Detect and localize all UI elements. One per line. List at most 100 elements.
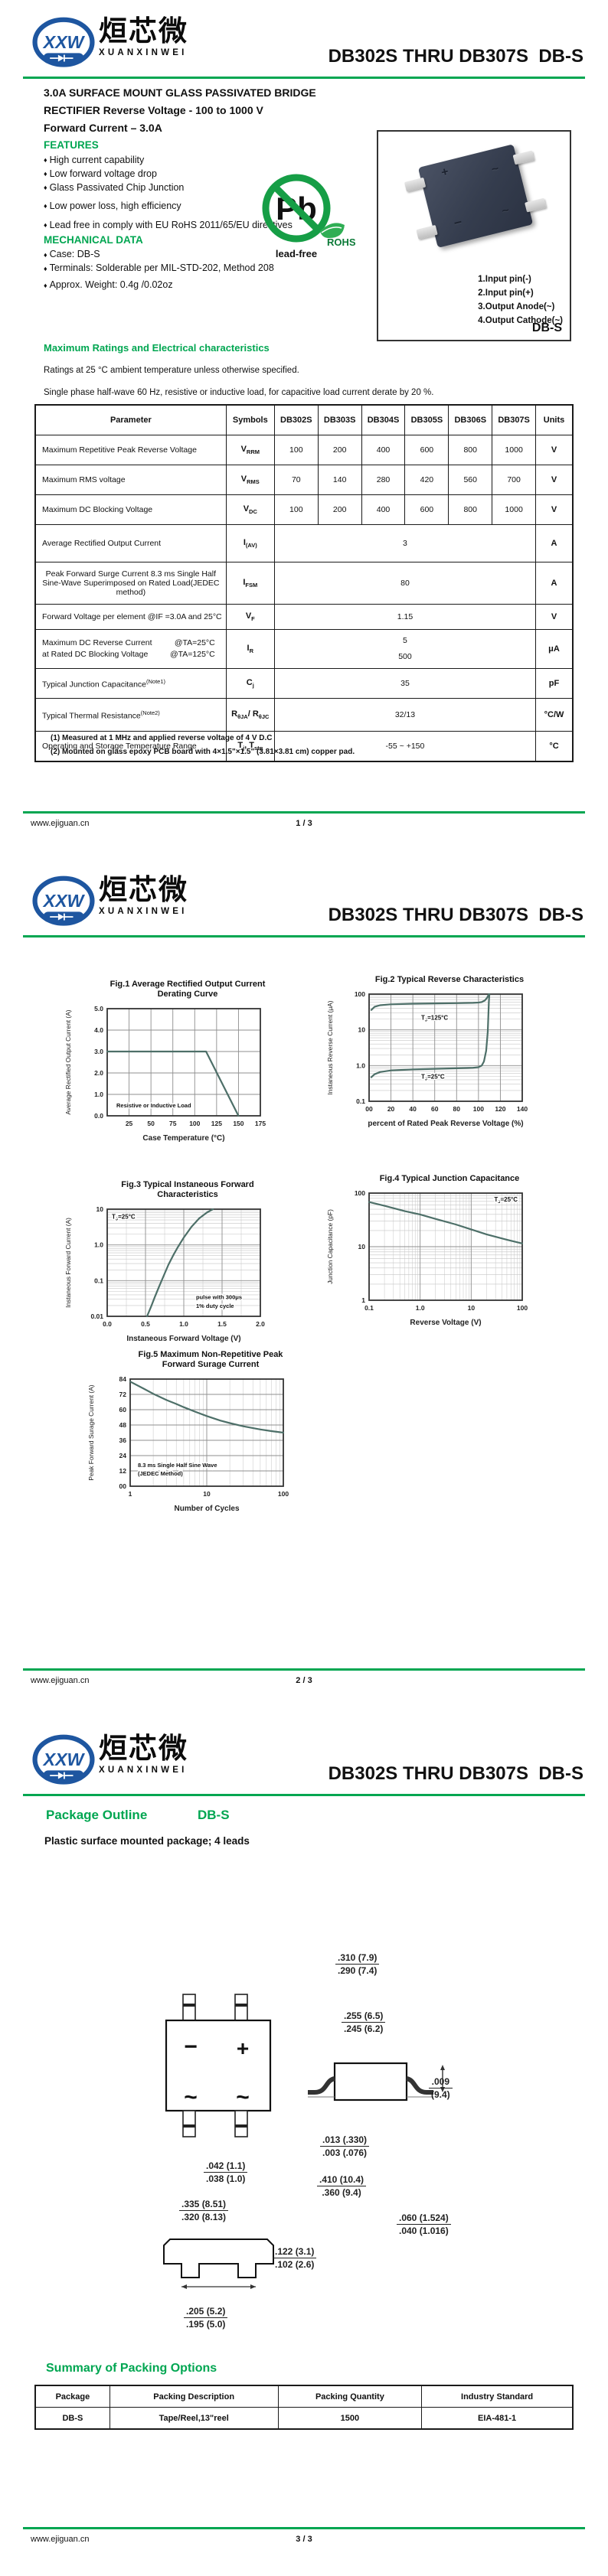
ratings-heading: Maximum Ratings and Electrical character… — [44, 342, 270, 354]
fig4-plot: 0.1 1.0 10 100 1 10 100 Reverse Voltage (V) Junc… — [326, 1189, 528, 1327]
svg-text:100: 100 — [355, 990, 365, 998]
package-outline-subtitle: Plastic surface mounted package; 4 leads — [44, 1835, 250, 1847]
rating-symbol: IR — [225, 629, 275, 669]
dimension-d4: .410 (10.4) .360 (9.4) — [317, 2173, 367, 2199]
website-url: www.ejiguan.cn — [31, 2535, 90, 2544]
dimension-mm: .195 (5.0) — [186, 2319, 226, 2330]
figure-title: Fig.1 Average Rectified Output Current De… — [110, 980, 266, 999]
svg-text:20: 20 — [387, 1105, 395, 1113]
headline-line: RECTIFIER Reverse Voltage - 100 to 1000 … — [44, 104, 263, 116]
svg-text:75: 75 — [169, 1120, 177, 1127]
svg-text:0.1: 0.1 — [364, 1304, 374, 1312]
pb-free-badge: Pb ROHS lead-free — [253, 170, 356, 266]
packing-cell: Tape/Reel,13"reel — [109, 2407, 279, 2430]
dimension-mm: .290 (7.4) — [338, 1965, 378, 1976]
headline-line: 3.0A SURFACE MOUNT GLASS PASSIVATED BRID… — [44, 86, 316, 99]
bullet-icon: ♦ — [44, 265, 47, 272]
logo-abbr: XXW — [42, 891, 86, 911]
chip-lead — [416, 224, 438, 240]
rating-symbol: Tj, Tstg — [225, 731, 275, 762]
rating-unit: V — [535, 435, 574, 465]
series-derating — [106, 1050, 240, 1117]
page-footer: www.ejiguan.cn 1 / 3 — [0, 811, 608, 842]
plot-annotation: TJ=25°C — [494, 1196, 518, 1205]
list-item: ♦ Low forward voltage drop — [44, 167, 293, 181]
outline-top-view: − + ~ ~ — [165, 1994, 272, 2137]
dimension-mm: .040 (1.016) — [399, 2225, 449, 2236]
dimension-d5: .009 (9.4) — [429, 2075, 453, 2101]
figure-forward-characteristics: Fig.3 Typical Instaneous Forward Characte… — [60, 1180, 289, 1378]
ratings-column-header: DB303S — [317, 404, 362, 435]
rating-value: 100 — [273, 435, 319, 465]
page-header: XXW 烜芯微 XUANXINWEI DB302S THRU DB307S DB… — [0, 0, 608, 84]
dimension-d7: .042 (1.1) .038 (1.0) — [204, 2160, 248, 2185]
bullet-icon: ♦ — [44, 251, 47, 259]
ratings-row: Maximum RMS voltage VRMS 70 140 280 420 560 700… — [34, 465, 574, 495]
svg-text:24: 24 — [119, 1452, 127, 1459]
bullet-icon: ♦ — [44, 221, 47, 229]
series-Tj-25C — [370, 993, 491, 1078]
footer-rule — [23, 2527, 585, 2529]
plot-annotation: TJ=125°C — [421, 1015, 448, 1023]
dimension-mm: .003 (.076) — [322, 2147, 368, 2158]
ratings-column-header: Units — [535, 404, 574, 435]
logo-abbr: XXW — [42, 32, 86, 52]
fig3-plot: 0.0 0.5 1.0 1.5 2.0 0.01 0.1 1.0 10 Instaneous Fo… — [64, 1205, 265, 1343]
series-Tj-125C — [370, 993, 490, 1011]
rating-value: 35 — [273, 668, 537, 699]
rating-symbol: I(AV) — [225, 524, 275, 562]
list-item-text: 2.Input pin(+) — [478, 289, 534, 298]
list-item: ♦ Lead free in comply with EU RoHS 2011/6… — [44, 218, 293, 232]
features-list: ♦ High current capability ♦ Low forward vol… — [44, 153, 293, 232]
rating-value: 80 — [273, 562, 537, 605]
rating-unit: °C — [535, 731, 574, 762]
rating-parameter: Operating and Storage Temperature Range — [34, 731, 227, 762]
svg-text:100: 100 — [355, 1189, 365, 1197]
ratings-row: Forward Voltage per element @IF =3.0A an… — [34, 604, 574, 630]
figure-title: Fig.4 Typical Junction Capacitance — [379, 1174, 520, 1183]
rating-value: 5 500 — [273, 629, 537, 669]
svg-text:00: 00 — [365, 1105, 373, 1113]
list-item-text: High current capability — [49, 155, 145, 165]
list-item: 2.Input pin(+) — [478, 286, 563, 300]
header-rule — [23, 1794, 585, 1796]
svg-text:125: 125 — [211, 1120, 222, 1127]
page-header: XXW 烜芯微 XUANXINWEI DB302S THRU DB307S DB… — [0, 1717, 608, 1802]
rating-value: 420 — [404, 465, 449, 495]
list-item: 1.Input pin(-) — [478, 272, 563, 286]
dimension-inch: .310 (7.9) — [335, 1952, 380, 1965]
dimension-inch: .009 — [429, 2075, 453, 2089]
page-number: 2 / 3 — [296, 1676, 312, 1685]
rohs-label: ROHS — [327, 236, 356, 248]
chip-plus-mark: + — [440, 165, 450, 180]
header-rule — [23, 935, 585, 937]
plot-annotation: 1% duty cycle — [196, 1303, 234, 1309]
svg-text:100: 100 — [189, 1120, 200, 1127]
outline-side-view — [308, 2062, 445, 2102]
svg-text:0.1: 0.1 — [356, 1097, 365, 1105]
ratings-notes: (1) Measured at 1 MHz and applied revers… — [51, 732, 355, 759]
rating-parameter: Maximum Repetitive Peak Reverse Voltage — [34, 435, 227, 465]
brand-name-cn: 烜芯微 — [99, 1733, 188, 1764]
list-item: ♦ Case: DB-S — [44, 248, 274, 262]
rating-value: 3 — [273, 524, 537, 562]
chip-lead — [512, 150, 534, 165]
website-url: www.ejiguan.cn — [31, 1676, 90, 1685]
pb-free-icon: Pb ROHS lead-free — [262, 174, 356, 259]
rating-symbol: IFSM — [225, 562, 275, 605]
rating-value: 200 — [317, 494, 362, 525]
brand-name-en: XUANXINWEI — [99, 1766, 188, 1775]
svg-text:3.0: 3.0 — [94, 1048, 103, 1055]
bullet-icon: ♦ — [44, 202, 47, 210]
svg-text:12: 12 — [119, 1467, 127, 1475]
pinout-list: 1.Input pin(-) 2.Input pin(+) 3.Output Ano… — [478, 272, 563, 328]
y-axis-label: Instaneous Forward Current (A) — [64, 1218, 72, 1308]
website-url: www.ejiguan.cn — [31, 819, 90, 828]
rating-value: 1000 — [492, 435, 537, 465]
page-header: XXW 烜芯微 XUANXINWEI DB302S THRU DB307S DB… — [0, 859, 608, 943]
rating-unit: A — [535, 524, 574, 562]
rating-symbol: VDC — [225, 494, 275, 525]
rating-parameter: Typical Thermal Resistance(Note2) — [34, 698, 227, 732]
product-headline: 3.0A SURFACE MOUNT GLASS PASSIVATED BRID… — [44, 84, 316, 137]
